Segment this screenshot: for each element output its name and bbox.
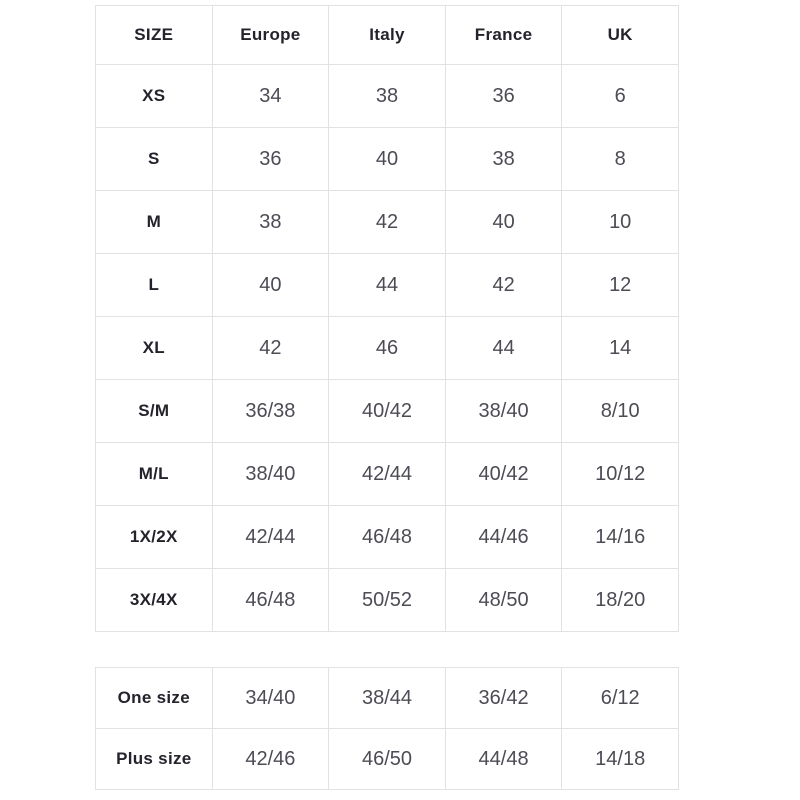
column-header: France	[444, 5, 563, 65]
row-label: M/L	[95, 442, 213, 506]
table-cell: 44/48	[444, 728, 563, 790]
table-row: Plus size 42/46 46/50 44/48 14/18	[95, 728, 679, 790]
table-row: S/M 36/38 40/42 38/40 8/10	[95, 379, 679, 443]
row-label: One size	[95, 667, 213, 729]
row-label: M	[95, 190, 213, 254]
column-header: Italy	[328, 5, 446, 65]
table-cell: 36/42	[444, 667, 563, 729]
table-row: 3X/4X 46/48 50/52 48/50 18/20	[95, 568, 679, 632]
special-size-table-body: One size 34/40 38/44 36/42 6/12 Plus size 42/4…	[95, 667, 679, 790]
table-cell: 38/40	[444, 379, 563, 443]
row-label: XL	[95, 316, 213, 380]
table-cell: 10/12	[561, 442, 679, 506]
special-size-table: One size 34/40 38/44 36/42 6/12 Plus size 42/4…	[95, 667, 679, 790]
table-cell: 42	[328, 190, 446, 254]
table-cell: 8	[561, 127, 679, 191]
table-cell: 46/48	[211, 568, 330, 632]
table-cell: 40	[444, 190, 563, 254]
special-size-table-container: One size 34/40 38/44 36/42 6/12 Plus size 42/4…	[95, 667, 679, 790]
table-cell: 40	[211, 253, 330, 317]
table-cell: 42/44	[211, 505, 330, 569]
table-cell: 48/50	[444, 568, 563, 632]
row-label: 3X/4X	[95, 568, 213, 632]
row-label: S	[95, 127, 213, 191]
row-label: S/M	[95, 379, 213, 443]
table-cell: 34	[211, 64, 330, 128]
table-cell: 36	[211, 127, 330, 191]
table-cell: 36/38	[211, 379, 330, 443]
table-cell: 40/42	[328, 379, 446, 443]
table-cell: 38	[444, 127, 563, 191]
table-row: M/L 38/40 42/44 40/42 10/12	[95, 442, 679, 506]
table-cell: 44	[444, 316, 563, 380]
table-cell: 6	[561, 64, 679, 128]
table-cell: 46/48	[328, 505, 446, 569]
table-cell: 44/46	[444, 505, 563, 569]
table-cell: 42/46	[211, 728, 330, 790]
header-row: SIZE Europe Italy France UK	[95, 5, 679, 65]
size-table-body: XS 34 38 36 6 S 36 40 38 8 M 38 42 40 10 L 40 44 42 12 XL 42 4…	[95, 64, 679, 632]
table-cell: 38	[328, 64, 446, 128]
size-conversion-table-container: SIZE Europe Italy France UK XS 34 38 36 6 S 36 40 38…	[95, 5, 679, 632]
table-cell: 14/18	[561, 728, 679, 790]
table-row: 1X/2X 42/44 46/48 44/46 14/16	[95, 505, 679, 569]
table-cell: 46	[328, 316, 446, 380]
table-cell: 10	[561, 190, 679, 254]
table-cell: 38	[211, 190, 330, 254]
size-table-header: SIZE Europe Italy France UK	[95, 5, 679, 65]
table-cell: 42	[444, 253, 563, 317]
table-cell: 6/12	[561, 667, 679, 729]
table-cell: 12	[561, 253, 679, 317]
size-conversion-table: SIZE Europe Italy France UK XS 34 38 36 6 S 36 40 38…	[95, 5, 679, 632]
table-cell: 46/50	[328, 728, 446, 790]
table-row: M 38 42 40 10	[95, 190, 679, 254]
row-label: L	[95, 253, 213, 317]
table-cell: 42/44	[328, 442, 446, 506]
table-row: S 36 40 38 8	[95, 127, 679, 191]
table-cell: 40/42	[444, 442, 563, 506]
table-cell: 34/40	[211, 667, 330, 729]
table-row: One size 34/40 38/44 36/42 6/12	[95, 667, 679, 729]
table-cell: 42	[211, 316, 330, 380]
table-cell: 14/16	[561, 505, 679, 569]
table-cell: 38/40	[211, 442, 330, 506]
table-row: XS 34 38 36 6	[95, 64, 679, 128]
table-row: XL 42 46 44 14	[95, 316, 679, 380]
table-cell: 40	[328, 127, 446, 191]
row-label: 1X/2X	[95, 505, 213, 569]
table-cell: 36	[444, 64, 563, 128]
row-label: Plus size	[95, 728, 213, 790]
column-header: SIZE	[95, 5, 213, 65]
table-cell: 18/20	[561, 568, 679, 632]
row-label: XS	[95, 64, 213, 128]
table-cell: 38/44	[328, 667, 446, 729]
column-header: UK	[561, 5, 679, 65]
table-cell: 14	[561, 316, 679, 380]
column-header: Europe	[211, 5, 330, 65]
table-cell: 50/52	[328, 568, 446, 632]
table-row: L 40 44 42 12	[95, 253, 679, 317]
table-cell: 8/10	[561, 379, 679, 443]
table-cell: 44	[328, 253, 446, 317]
